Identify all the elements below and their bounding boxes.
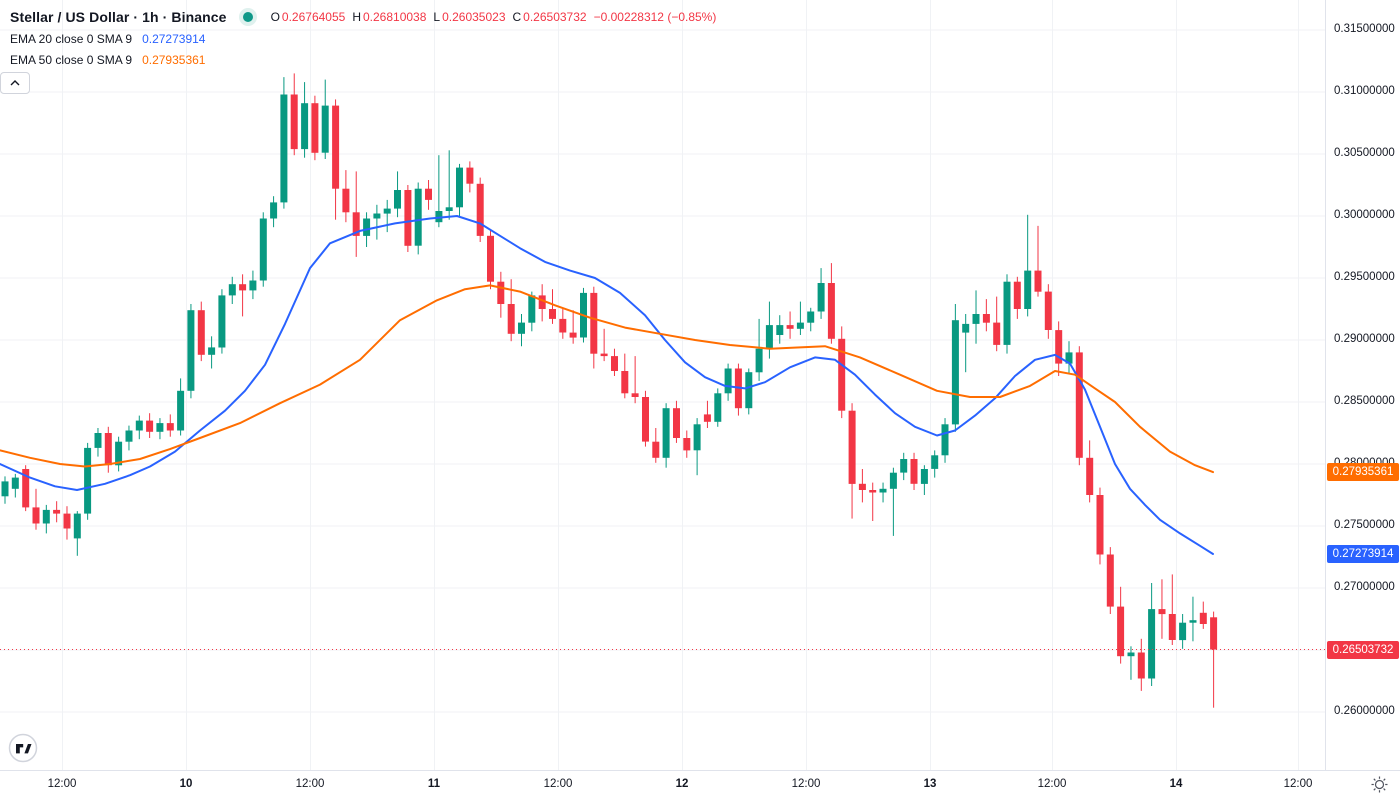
price-axis-label: 0.31500000 (1334, 23, 1395, 35)
ema20-label: EMA 20 close 0 SMA 9 (10, 31, 133, 46)
price-axis-label: 0.30500000 (1334, 147, 1395, 159)
change-value: −0.00228312 (−0.85%) (593, 10, 717, 24)
price-axis-label: 0.31000000 (1334, 85, 1395, 97)
ema20-price-badge: 0.27273914 (1327, 545, 1399, 564)
ema50-value: 0.27935361 (142, 52, 206, 67)
price-axis-label: 0.27000000 (1334, 581, 1395, 593)
last-price-badge: 0.26503732 (1327, 640, 1399, 659)
time-axis[interactable]: 12:00 10 12:00 11 12:00 12 12:00 13 12:00 14 12:00 (0, 770, 1400, 800)
price-axis-label: 0.26000000 (1334, 705, 1395, 717)
time-axis-label: 12:00 (791, 778, 821, 790)
time-axis-label: 14 (1169, 778, 1183, 790)
time-axis-label: 12:00 (543, 778, 573, 790)
ema50-label: EMA 50 close 0 SMA 9 (10, 52, 133, 67)
time-axis-label: 11 (427, 778, 441, 790)
close-value: 0.26503732 (523, 10, 587, 24)
open-label: O (270, 10, 280, 24)
close-label: C (512, 10, 522, 24)
chart-settings-sun-icon[interactable] (1371, 776, 1388, 798)
time-axis-label: 12:00 (1283, 778, 1313, 790)
ema20-value: 0.27273914 (142, 31, 206, 46)
tradingview-logo[interactable] (8, 733, 38, 768)
low-value: 0.26035023 (442, 10, 506, 24)
time-axis-label: 12:00 (1037, 778, 1067, 790)
price-axis-label: 0.28500000 (1334, 395, 1395, 407)
legend-collapse-button[interactable] (0, 72, 30, 94)
low-label: L (433, 10, 441, 24)
indicator-row-ema50[interactable]: EMA 50 close 0 SMA 9 0.27935361 (10, 49, 716, 70)
chart-legend: Stellar / US Dollar · 1h · Binance O 0.2… (10, 6, 716, 70)
high-label: H (352, 10, 361, 24)
price-axis-label: 0.29000000 (1334, 333, 1395, 345)
symbol-title[interactable]: Stellar / US Dollar · 1h · Binance (10, 9, 227, 25)
indicator-row-ema20[interactable]: EMA 20 close 0 SMA 9 0.27273914 (10, 28, 716, 49)
price-axis-label: 0.29500000 (1334, 271, 1395, 283)
price-chart[interactable] (0, 0, 1325, 770)
ema50-price-badge: 0.27935361 (1327, 463, 1399, 481)
high-value: 0.26810038 (363, 10, 427, 24)
time-axis-label: 12:00 (47, 778, 77, 790)
price-axis[interactable]: 0.31500000 0.31000000 0.30500000 0.30000000… (1325, 0, 1400, 770)
price-axis-label: 0.27500000 (1334, 519, 1395, 531)
price-axis-label: 0.30000000 (1334, 209, 1395, 221)
time-axis-label: 10 (179, 778, 193, 790)
time-axis-label: 12 (675, 778, 689, 790)
time-axis-label: 13 (923, 778, 937, 790)
time-axis-label: 12:00 (295, 778, 325, 790)
open-value: 0.26764055 (281, 10, 346, 24)
market-status-dot-icon[interactable] (238, 8, 257, 26)
ohlc-readout: O 0.26764055 H 0.26810038 L 0.26035023 C… (271, 10, 717, 24)
